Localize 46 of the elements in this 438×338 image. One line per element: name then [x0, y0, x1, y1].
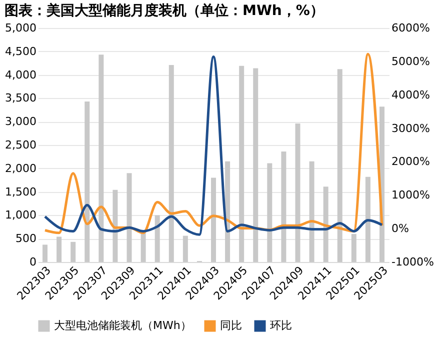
y-tick-label: 2,000 [5, 162, 36, 175]
y-tick-label: 4,000 [5, 68, 36, 82]
bar [211, 178, 216, 262]
y-tick-label: 2,500 [5, 138, 36, 152]
y-tick-label: 4,500 [5, 44, 36, 58]
bar [281, 152, 286, 262]
bar [337, 69, 342, 262]
bar [225, 161, 230, 262]
y-tick-label: 3,000 [5, 115, 36, 128]
bar [112, 190, 118, 262]
chart-title: 图表：美国大型储能月度装机（单位：MWh，%） [4, 2, 324, 19]
bar [309, 161, 314, 262]
bar [182, 236, 188, 262]
bar [42, 244, 48, 262]
bar [323, 186, 328, 262]
bar [351, 234, 356, 262]
bar [267, 163, 272, 262]
legend-label: 大型电池储能装机（MWh） [54, 319, 192, 332]
bar [56, 236, 62, 262]
bar [126, 173, 132, 262]
bar [365, 176, 370, 262]
bar [84, 101, 90, 262]
legend-label: 环比 [270, 319, 292, 332]
y2-tick-label: 3000% [392, 122, 430, 135]
bar [154, 215, 160, 262]
bar [98, 54, 104, 262]
bar [168, 64, 174, 262]
y2-tick-label: 1000% [392, 188, 430, 202]
y-tick-label: 5,000 [5, 22, 36, 34]
bar [140, 232, 146, 262]
bar [253, 68, 258, 262]
y2-tick-label: 5000% [392, 54, 430, 68]
y-tick-label: 1,000 [5, 208, 36, 222]
y2-tick-label: 4000% [392, 88, 430, 102]
y2-tick-label: 0% [392, 222, 409, 236]
y2-tick-label: 6000% [392, 22, 430, 34]
y-tick-label: 1,500 [5, 185, 36, 198]
y-tick-label: 500 [16, 232, 36, 246]
y2-tick-label: -1000% [392, 256, 434, 268]
bar [295, 123, 300, 262]
y-tick-label: 3,500 [5, 92, 36, 105]
y2-tick-label: 2000% [392, 155, 430, 168]
bar [239, 66, 244, 262]
y-tick-label: 0 [30, 256, 36, 268]
bar [70, 242, 76, 262]
legend-label: 同比 [220, 319, 242, 332]
